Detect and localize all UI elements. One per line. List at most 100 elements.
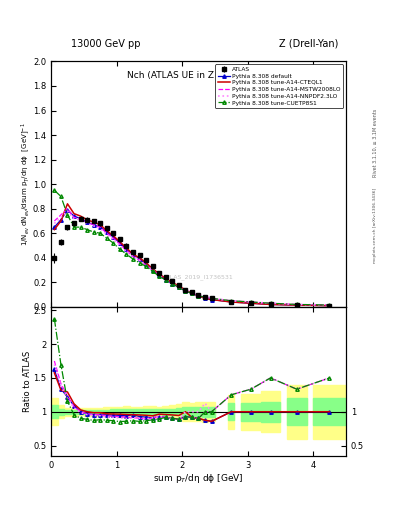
Line: Pythia 8.308 tune-A14-MSTW2008LO: Pythia 8.308 tune-A14-MSTW2008LO xyxy=(54,209,329,305)
Pythia 8.308 tune-A14-NNPDF2.3LO xyxy=(170,281,174,287)
Pythia 8.308 tune-A14-MSTW2008LO xyxy=(176,284,181,290)
Pythia 8.308 tune-A14-CTEQL1 xyxy=(124,245,129,251)
Text: mcplots.cern.ch [arXiv:1306.3436]: mcplots.cern.ch [arXiv:1306.3436] xyxy=(373,188,377,263)
Bar xyxy=(71,408,77,416)
Bar xyxy=(64,408,71,416)
Pythia 8.308 tune-CUETP8S1 xyxy=(105,235,109,241)
Pythia 8.308 tune-A14-MSTW2008LO xyxy=(248,299,253,305)
Pythia 8.308 default xyxy=(118,240,122,246)
Bar xyxy=(149,409,156,415)
Bar xyxy=(110,410,117,414)
Bar xyxy=(195,407,202,416)
Pythia 8.308 tune-A14-NNPDF2.3LO xyxy=(78,217,83,223)
Pythia 8.308 tune-A14-NNPDF2.3LO xyxy=(209,295,214,302)
Pythia 8.308 tune-A14-CTEQL1 xyxy=(91,219,96,225)
Pythia 8.308 tune-A14-MSTW2008LO xyxy=(85,219,90,225)
Pythia 8.308 tune-A14-CTEQL1 xyxy=(52,226,57,232)
Pythia 8.308 default xyxy=(163,277,168,283)
Pythia 8.308 tune-CUETP8S1 xyxy=(59,194,63,200)
Pythia 8.308 tune-A14-MSTW2008LO xyxy=(196,293,201,299)
Pythia 8.308 tune-CUETP8S1 xyxy=(163,277,168,283)
Bar xyxy=(71,410,77,414)
Pythia 8.308 tune-CUETP8S1 xyxy=(78,224,83,230)
Pythia 8.308 default xyxy=(229,299,233,305)
Pythia 8.308 default xyxy=(203,295,208,302)
Bar xyxy=(169,406,176,418)
Pythia 8.308 default xyxy=(124,246,129,252)
Pythia 8.308 tune-A14-NNPDF2.3LO xyxy=(124,249,129,255)
Bar xyxy=(182,407,189,417)
Pythia 8.308 tune-CUETP8S1 xyxy=(170,281,174,287)
Bar xyxy=(208,407,215,417)
Pythia 8.308 default xyxy=(189,290,194,296)
X-axis label: sum p$_T$/dη dϕ [GeV]: sum p$_T$/dη dϕ [GeV] xyxy=(153,472,244,485)
Bar xyxy=(162,409,169,415)
Pythia 8.308 tune-A14-CTEQL1 xyxy=(196,293,201,299)
Bar xyxy=(123,407,130,417)
Bar xyxy=(313,385,346,439)
Pythia 8.308 tune-A14-MSTW2008LO xyxy=(137,257,142,263)
Bar xyxy=(130,407,136,416)
Text: ATLAS_2019_I1736531: ATLAS_2019_I1736531 xyxy=(163,274,234,280)
Pythia 8.308 tune-CUETP8S1 xyxy=(91,229,96,235)
Bar xyxy=(136,409,143,414)
Bar xyxy=(261,401,280,422)
Pythia 8.308 default xyxy=(144,261,149,267)
Bar xyxy=(156,407,162,417)
Pythia 8.308 default xyxy=(137,256,142,262)
Pythia 8.308 default xyxy=(209,296,214,303)
Pythia 8.308 tune-A14-NNPDF2.3LO xyxy=(196,291,201,297)
Pythia 8.308 tune-A14-CTEQL1 xyxy=(170,279,174,285)
Pythia 8.308 default xyxy=(59,217,63,223)
Pythia 8.308 default xyxy=(98,224,103,230)
Pythia 8.308 tune-A14-MSTW2008LO xyxy=(229,297,233,304)
Pythia 8.308 tune-A14-NNPDF2.3LO xyxy=(85,220,90,226)
Text: 13000 GeV pp: 13000 GeV pp xyxy=(71,38,140,49)
Bar xyxy=(313,398,346,425)
Pythia 8.308 tune-CUETP8S1 xyxy=(85,226,90,232)
Pythia 8.308 tune-CUETP8S1 xyxy=(248,299,253,305)
Pythia 8.308 default xyxy=(150,267,155,273)
Text: Nch (ATLAS UE in Z production): Nch (ATLAS UE in Z production) xyxy=(127,71,270,80)
Pythia 8.308 default xyxy=(65,207,70,213)
Pythia 8.308 tune-A14-NNPDF2.3LO xyxy=(105,231,109,238)
Pythia 8.308 tune-A14-CTEQL1 xyxy=(130,251,135,257)
Pythia 8.308 default xyxy=(327,303,332,309)
Bar xyxy=(136,407,143,417)
Pythia 8.308 tune-A14-NNPDF2.3LO xyxy=(98,225,103,231)
Pythia 8.308 tune-A14-NNPDF2.3LO xyxy=(150,267,155,273)
Pythia 8.308 default xyxy=(248,300,253,306)
Bar xyxy=(189,407,195,416)
Bar xyxy=(51,405,58,418)
Pythia 8.308 tune-CUETP8S1 xyxy=(157,273,162,280)
Bar xyxy=(84,410,90,414)
Bar xyxy=(195,402,202,421)
Pythia 8.308 default xyxy=(196,293,201,299)
Bar xyxy=(97,410,103,414)
Pythia 8.308 tune-A14-MSTW2008LO xyxy=(72,214,76,220)
Bar xyxy=(287,398,307,425)
Line: Pythia 8.308 tune-CUETP8S1: Pythia 8.308 tune-CUETP8S1 xyxy=(53,188,331,307)
Bar xyxy=(208,402,215,421)
Bar xyxy=(90,408,97,416)
Pythia 8.308 tune-CUETP8S1 xyxy=(189,290,194,296)
Pythia 8.308 tune-A14-CTEQL1 xyxy=(183,287,188,293)
Pythia 8.308 tune-A14-MSTW2008LO xyxy=(294,302,299,308)
Pythia 8.308 tune-A14-CTEQL1 xyxy=(176,283,181,289)
Pythia 8.308 tune-A14-NNPDF2.3LO xyxy=(248,299,253,305)
Pythia 8.308 tune-A14-CTEQL1 xyxy=(163,275,168,282)
Pythia 8.308 default xyxy=(183,288,188,294)
Legend: ATLAS, Pythia 8.308 default, Pythia 8.308 tune-A14-CTEQL1, Pythia 8.308 tune-A14: ATLAS, Pythia 8.308 default, Pythia 8.30… xyxy=(215,65,343,108)
Pythia 8.308 tune-A14-MSTW2008LO xyxy=(91,222,96,228)
Pythia 8.308 tune-CUETP8S1 xyxy=(144,263,149,269)
Pythia 8.308 default xyxy=(91,222,96,228)
Bar xyxy=(176,404,182,419)
Pythia 8.308 tune-CUETP8S1 xyxy=(72,224,76,230)
Pythia 8.308 tune-A14-NNPDF2.3LO xyxy=(130,253,135,260)
Pythia 8.308 tune-A14-MSTW2008LO xyxy=(105,230,109,237)
Pythia 8.308 default xyxy=(170,281,174,287)
Pythia 8.308 tune-A14-CTEQL1 xyxy=(294,302,299,308)
Pythia 8.308 tune-A14-CTEQL1 xyxy=(189,290,194,296)
Bar xyxy=(182,402,189,421)
Pythia 8.308 tune-A14-CTEQL1 xyxy=(157,271,162,277)
